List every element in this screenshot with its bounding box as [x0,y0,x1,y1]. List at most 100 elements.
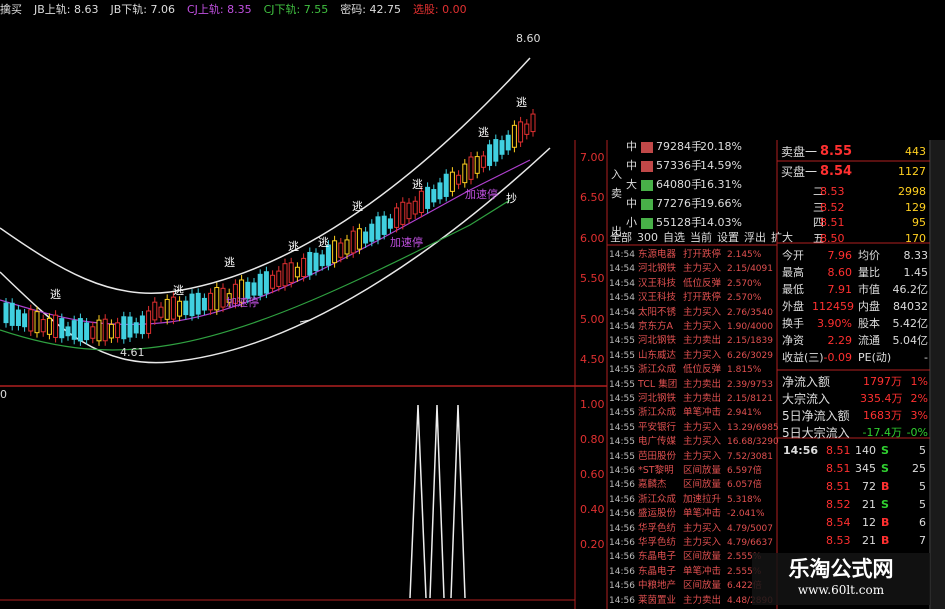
book-volume: 129 [905,200,926,214]
candle-body [9,302,15,326]
candle-body [369,223,375,242]
candle-body [65,326,71,337]
tape-signal: 单笔冲击 [683,407,722,419]
indicator-item: 密码: 42.75 [340,3,401,16]
tape-signal: 主力卖出 [683,378,722,390]
lower-axis-label: 0.60 [580,468,605,481]
candle-body [375,216,381,240]
tick-side: B [881,534,890,547]
tick-price: 8.51 [826,462,851,475]
flow-tab[interactable]: 设置 [717,231,739,244]
indicator-item: 选股: 0.00 [412,3,467,16]
watermark-box: 乐淘公式网 www.60lt.com [752,553,930,605]
tape-stock: 汉王科技 [638,277,677,289]
stat-value: 7.96 [827,249,853,262]
flow-tab[interactable]: 当前 [690,231,712,244]
book-price: 8.55 [820,144,853,159]
tape-time: 14:54 [609,250,635,260]
flow-volume: 79284手 [656,140,702,153]
stat-value: 112459 [812,300,854,313]
tape-value: 2.555% [727,566,762,577]
tape-time: 14:54 [609,307,635,318]
tape-value: 1.815% [727,365,762,376]
stat-value: 46.2亿 [892,283,929,296]
tape-value: -2.041% [727,509,765,520]
candle-body [245,281,251,299]
indicator-item: JB下轨: 7.06 [110,3,176,16]
tape-signal: 低位反弹 [683,364,722,376]
candle-body [480,155,486,168]
tape-stock: 浙江众成 [638,493,677,505]
book-price: 8.54 [820,164,853,179]
candle-body [214,287,220,311]
flow-label: 净流入额 [782,375,831,389]
tape-stock: 浙江众成 [638,407,677,419]
tape-value: 4.79/6637 [727,538,773,548]
book-label: 二 [813,185,824,198]
flow-value: 335.4万 [860,392,903,405]
lower-axis-label: 0 [0,388,7,401]
candle-body [34,311,40,334]
candle-body [381,215,387,235]
tape-value: 2.941% [727,408,762,419]
price-axis-label: 6.00 [580,232,605,245]
tape-stock: 嘉麟杰 [638,479,667,491]
book-volume: 443 [905,145,926,158]
book-price: 8.53 [820,185,845,198]
tick-volume: 345 [855,462,876,475]
candle-body [456,174,462,185]
stat-value: 8.60 [827,266,853,279]
flow-bar [641,199,653,210]
flow-tab[interactable]: 300 [637,231,658,244]
tape-value: 4.79/5007 [727,523,773,534]
tape-time: 14:55 [609,336,635,347]
candle-body [325,244,331,266]
tape-stock: 东晶电子 [638,565,677,577]
tape-value: 2.570% [727,278,762,289]
stat-label: 最高 [782,266,804,279]
flow-pct: 3% [910,409,928,422]
tick-price: 8.51 [826,480,851,493]
flow-tab[interactable]: 浮出 [744,231,766,244]
tape-time: 14:55 [609,350,635,361]
flow-pct: 14.59% [700,159,742,172]
tick-volume: 21 [862,534,876,547]
candle-body [282,263,288,287]
candle-body [313,252,319,271]
tape-signal: 主力卖出 [683,335,722,347]
flow-pct: 20.18% [700,140,742,153]
candle-body [59,318,65,339]
accel-label: 加速停 [226,296,259,309]
candle-body [183,300,189,316]
stat-label: 股本 [858,317,880,330]
tape-stock: 汉王科技 [638,292,677,304]
tick-price: 8.53 [826,534,851,547]
flow-tab[interactable]: 扩大 [771,231,793,244]
tick-price: 8.52 [826,498,851,511]
tape-stock: 浙江众成 [638,364,677,376]
flow-pct: 16.31% [700,178,742,191]
lower-axis-label: 0.20 [580,538,605,551]
candle-body [220,287,226,308]
tick-count: 7 [919,534,926,547]
book-label: 买盘一 [781,165,818,179]
candle-body [71,320,77,340]
candle-body [468,156,474,180]
candle-body [487,144,493,166]
tape-signal: 主力买入 [683,537,722,548]
tick-count: 6 [919,516,926,529]
tape-signal: 主力买入 [683,349,722,361]
tape-value: 7.52/3081 [727,451,773,462]
sell-signal: 逃 [318,236,329,249]
candle-body [307,251,313,276]
candle-body [139,315,145,335]
flow-tab[interactable]: 自选 [663,231,685,244]
tape-signal: 主力买入 [683,450,722,462]
flow-bars [641,142,653,229]
candle-body [499,140,505,155]
tape-stock: 中粮地产 [638,580,677,592]
candle-body [96,319,102,342]
flow-tab[interactable]: 全部 [610,231,632,244]
candle-body [493,139,499,162]
